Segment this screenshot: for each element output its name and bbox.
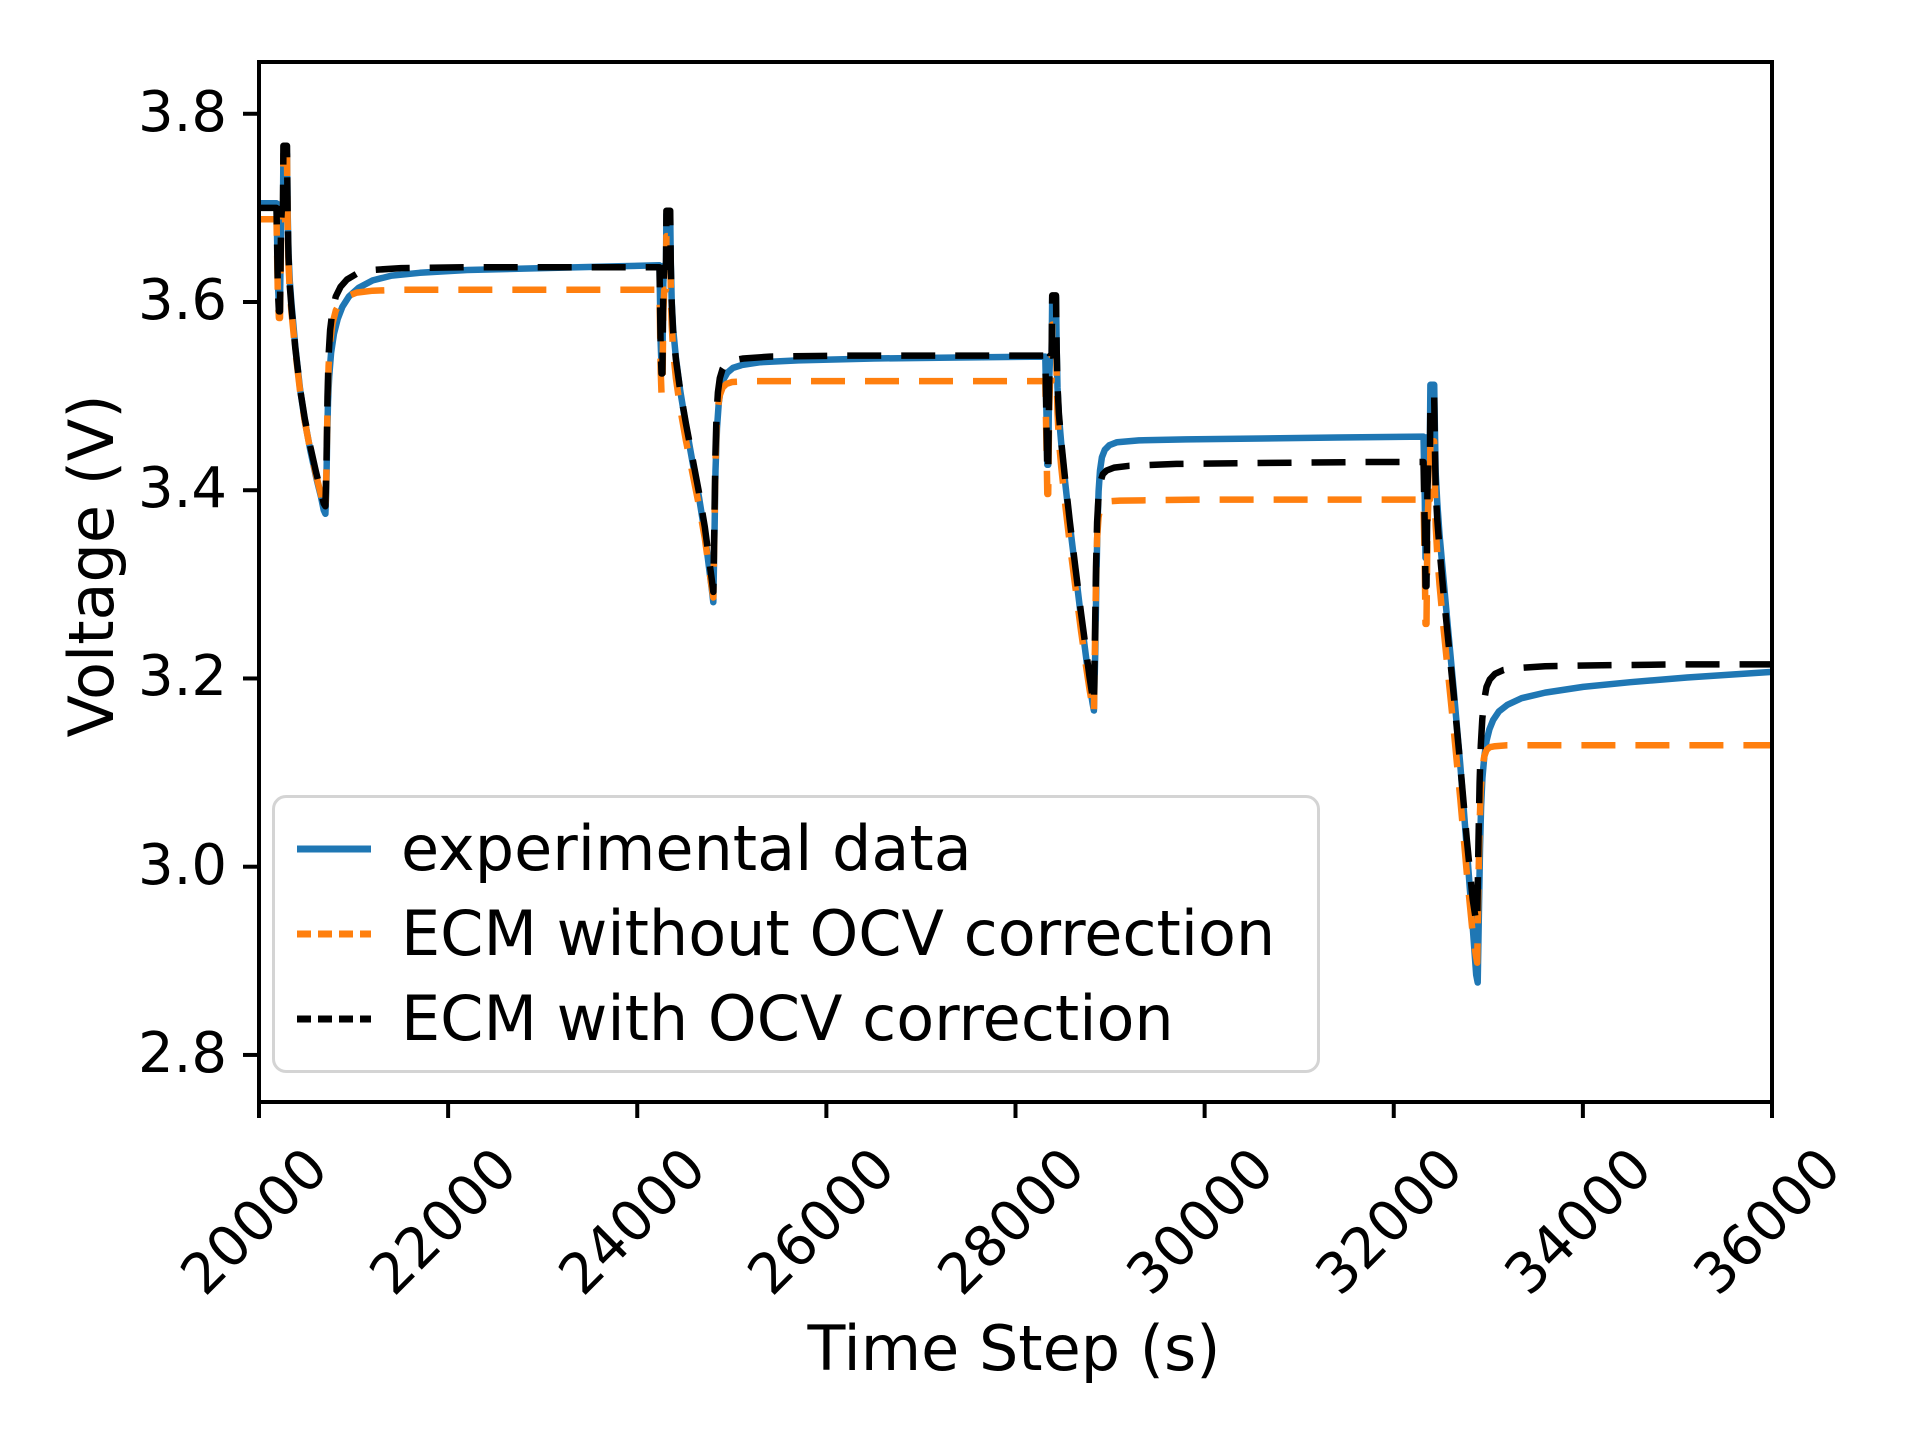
axes-frame <box>257 60 1774 1104</box>
y-tick-label: 3.2 <box>137 644 227 710</box>
legend-entry-ecm-without-ocv-correction: ECM without OCV correction <box>275 894 1317 974</box>
y-tick-label: 3.8 <box>137 79 227 145</box>
y-tick-label: 3.0 <box>137 832 227 898</box>
legend-line-solid <box>297 845 371 853</box>
legend-line-dashed-black <box>297 1015 371 1023</box>
y-axis-label: Voltage (V) <box>55 394 128 738</box>
legend-label: experimental data <box>401 812 972 885</box>
legend-line-dashed-orange <box>297 930 371 938</box>
x-axis-label: Time Step (s) <box>807 1312 1221 1385</box>
legend-entry-experimental-data: experimental data <box>275 809 1317 889</box>
series-ecm-with-ocv-correction <box>259 142 1772 927</box>
legend-entry-ecm-with-ocv-correction: ECM with OCV correction <box>275 979 1317 1059</box>
y-tick-label: 3.6 <box>137 267 227 333</box>
legend-label: ECM with OCV correction <box>401 982 1174 1055</box>
y-tick-label: 2.8 <box>137 1020 227 1086</box>
legend: experimental data ECM without OCV correc… <box>272 795 1320 1073</box>
legend-label: ECM without OCV correction <box>401 897 1276 970</box>
y-tick-label: 3.4 <box>137 456 227 522</box>
